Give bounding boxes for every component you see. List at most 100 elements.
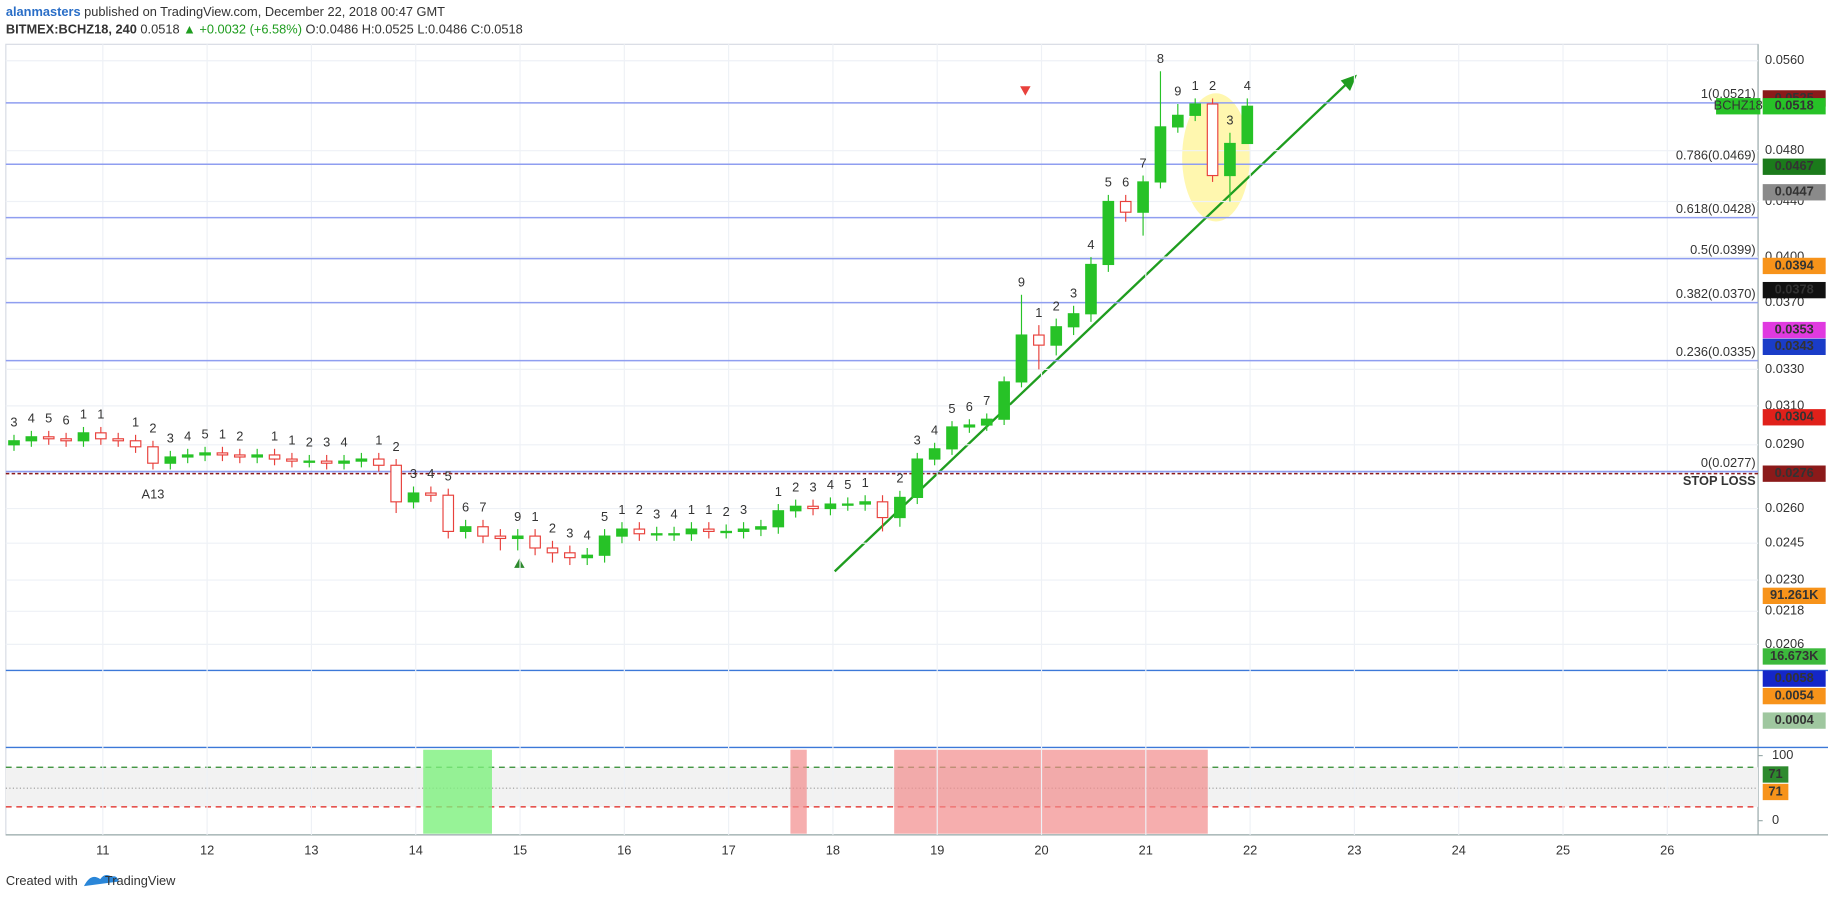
candle-body <box>911 458 924 498</box>
candle-body <box>129 440 142 448</box>
candle-body <box>164 456 177 464</box>
candle-body <box>980 418 993 426</box>
buy-signal <box>514 558 525 568</box>
candle-body <box>199 452 211 456</box>
x-tick-label: 20 <box>1034 843 1048 858</box>
footer-text: Created with <box>6 873 78 888</box>
x-tick-label: 21 <box>1139 843 1153 858</box>
td-count: 5 <box>201 427 208 442</box>
y-tick-label: 0.0330 <box>1765 361 1804 376</box>
candle-body <box>737 528 750 532</box>
y-tick-label: 0.0260 <box>1765 500 1804 515</box>
price-badge-label: 0.0518 <box>1775 98 1814 113</box>
td-count: 7 <box>1140 155 1147 170</box>
td-count: 1 <box>219 427 226 442</box>
y-tick-label: 0.0290 <box>1765 436 1804 451</box>
td-count: 1 <box>288 433 295 448</box>
osc-badge-label: 71 <box>1768 766 1782 781</box>
candle-body <box>1119 200 1132 213</box>
osc-overbought-zone <box>790 749 807 834</box>
fib-label: 0.618(0.0428) <box>1676 201 1756 216</box>
osc-overbought-zone <box>894 749 1208 834</box>
candle-body <box>477 526 489 537</box>
td-count: 3 <box>167 431 174 446</box>
td-count: 4 <box>931 423 938 438</box>
y-tick-label: 0.0560 <box>1765 52 1804 67</box>
td-count: 1 <box>80 407 87 422</box>
candle-body <box>286 458 298 462</box>
td-count: 4 <box>340 435 347 450</box>
price-badge <box>1762 98 1826 115</box>
td-count: 1 <box>532 509 539 524</box>
td-count: 4 <box>1087 237 1094 252</box>
author[interactable]: alanmasters <box>6 4 81 19</box>
candle-body <box>998 381 1010 420</box>
candle-body <box>1206 103 1219 177</box>
td-count: 4 <box>28 411 35 426</box>
td-count: 3 <box>809 479 816 494</box>
y-tick-label: 0.0230 <box>1765 571 1804 586</box>
td-count: 3 <box>653 506 660 521</box>
td-count: 5 <box>1105 175 1112 190</box>
header-line: alanmasters published on TradingView.com… <box>6 4 445 19</box>
candle-body <box>372 458 385 466</box>
price-badge-label: 16.673K <box>1770 648 1819 663</box>
symbol: BITMEX:BCHZ18, 240 <box>6 22 137 37</box>
td-count: 6 <box>63 413 70 428</box>
price-badge-label: 0.0058 <box>1775 670 1814 685</box>
price-badge-label: 0.0304 <box>1775 409 1815 424</box>
osc-oversold-zone <box>423 749 492 834</box>
candle-body <box>668 533 680 536</box>
x-tick-label: 22 <box>1243 843 1257 858</box>
candle-body <box>1015 334 1028 383</box>
candle-body <box>772 510 785 528</box>
td-count: 2 <box>1053 298 1060 313</box>
candle-body <box>789 505 802 512</box>
candle-body <box>702 528 715 532</box>
candle-body <box>494 535 507 540</box>
price-badge-label: 0.0378 <box>1775 282 1814 297</box>
y-tick-label: 0.0480 <box>1765 142 1804 157</box>
td-count: 2 <box>723 504 730 519</box>
price-badge <box>1762 409 1826 426</box>
td-count: 5 <box>948 401 955 416</box>
candle-body <box>824 503 837 510</box>
candle-body <box>633 528 646 535</box>
candle-body <box>181 454 194 458</box>
candle-body <box>442 494 455 532</box>
td-count: 7 <box>479 500 486 515</box>
candle-body <box>1241 105 1254 145</box>
candle-body <box>355 458 368 462</box>
x-tick-label: 15 <box>513 843 527 858</box>
stop-loss-label: STOP LOSS <box>1683 473 1756 488</box>
candle-body <box>77 432 90 442</box>
candle-body <box>320 460 333 464</box>
candle-body <box>233 454 246 458</box>
candle-body <box>95 432 107 440</box>
candle-body <box>1154 126 1167 183</box>
price-badge <box>1762 184 1826 201</box>
td-count: 3 <box>566 525 573 540</box>
candle-body <box>338 460 350 464</box>
fib-label: 0.786(0.0469) <box>1676 147 1756 162</box>
price-badge <box>1762 687 1826 705</box>
osc-tick-label: 0 <box>1772 812 1779 827</box>
price-badge <box>1762 465 1826 482</box>
candle-body <box>650 533 663 536</box>
candle-body <box>390 464 402 503</box>
td-count: 2 <box>306 435 313 450</box>
osc-tick-label: 100 <box>1772 747 1793 762</box>
brand[interactable]: TradingView <box>105 873 176 888</box>
brand-logo <box>83 874 119 887</box>
trend-arrow <box>1340 74 1358 91</box>
fib-label: 0(0.0277) <box>1701 455 1756 470</box>
x-tick-label: 14 <box>409 843 423 858</box>
candle-body <box>8 440 20 446</box>
td-count: 6 <box>1122 175 1129 190</box>
symbol-line: BITMEX:BCHZ18, 240 0.0518 ▲ +0.0032 (+6.… <box>6 22 523 37</box>
symbol-tag-box <box>1716 98 1761 115</box>
td-count: 3 <box>323 435 330 450</box>
